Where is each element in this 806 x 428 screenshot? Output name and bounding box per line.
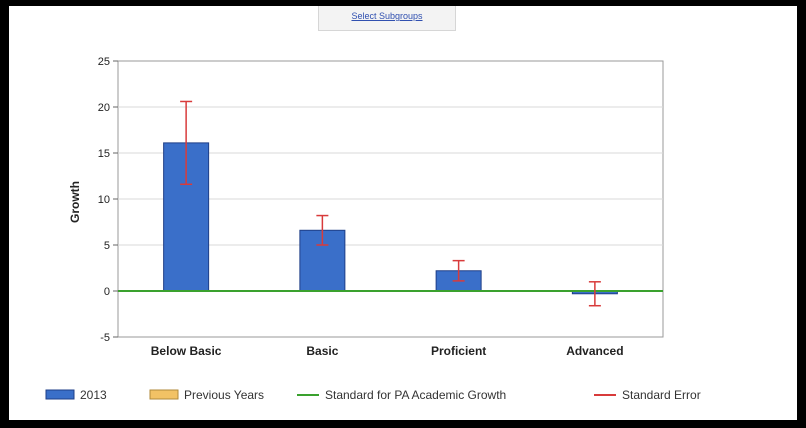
x-category-label: Proficient: [431, 344, 486, 358]
y-tick-label: 15: [98, 148, 110, 160]
error-bar-below-basic: [180, 100, 193, 186]
growth-chart: -5 0 5 10 15 20 25 Growth Below Basic Basic Prof…: [45, 56, 701, 402]
x-category-label: Advanced: [566, 344, 623, 358]
chart-panel: Select Subgroups -5 0 5 10 15 20 25 Growth Bel…: [9, 6, 797, 420]
legend-label: Standard Error: [622, 388, 701, 402]
y-tick-label: 20: [98, 102, 110, 114]
x-category-label: Basic: [306, 344, 338, 358]
y-tick-label: -5: [100, 332, 110, 344]
x-category-label: Below Basic: [151, 344, 222, 358]
select-subgroups-label[interactable]: Select Subgroups: [351, 11, 423, 21]
legend-label: Standard for PA Academic Growth: [325, 388, 506, 402]
y-axis-label: Growth: [68, 181, 82, 223]
y-tick-label: 25: [98, 56, 110, 68]
error-bar-advanced: [588, 281, 601, 307]
legend-swatch-previous-years: [149, 389, 179, 400]
select-subgroups-button[interactable]: Select Subgroups: [318, 6, 456, 31]
y-tick-label: 0: [104, 286, 110, 298]
legend-swatch-2013: [45, 389, 75, 400]
error-bar-basic: [316, 214, 329, 246]
legend-label: Previous Years: [184, 388, 264, 402]
error-bar-proficient: [452, 259, 465, 282]
y-tick-label: 5: [104, 240, 110, 252]
legend-label: 2013: [80, 388, 107, 402]
y-tick-label: 10: [98, 194, 110, 206]
